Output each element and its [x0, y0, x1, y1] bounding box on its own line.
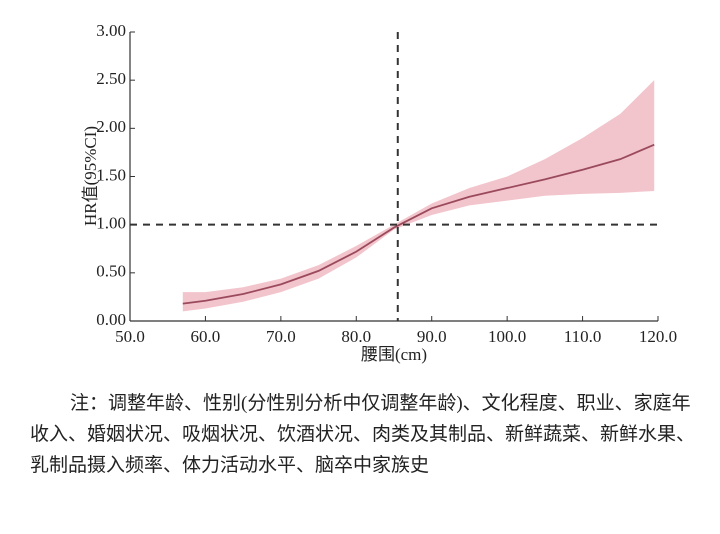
note: 注：调整年龄、性别(分性别分析中仅调整年龄)、文化程度、职业、家庭年收入、婚姻状…: [30, 393, 696, 476]
x-tick-label: 50.0: [115, 327, 145, 346]
y-tick-label: 0.00: [96, 310, 126, 329]
x-tick-label: 60.0: [191, 327, 221, 346]
x-tick-label: 110.0: [564, 327, 602, 346]
x-tick-label: 90.0: [417, 327, 447, 346]
y-tick-label: 1.00: [96, 214, 126, 233]
y-tick-label: 0.50: [96, 262, 126, 281]
y-axis-label: HR值(95%CI): [81, 126, 100, 226]
chart: 腰围(cm) HR值(95%CI) 0.00 0.50 1.00 1.50 2.00 2.…: [81, 21, 677, 364]
y-tick-label: 3.00: [96, 21, 126, 40]
y-tick-label: 2.50: [96, 69, 126, 88]
confidence-band: [182, 80, 655, 312]
x-tick-label: 100.0: [488, 327, 526, 346]
y-tick-label: 2.00: [96, 117, 126, 136]
x-tick-label: 120.0: [639, 327, 677, 346]
x-tick-label: 70.0: [266, 327, 296, 346]
x-axis-label: 腰围(cm): [361, 345, 427, 364]
hr-line: [182, 143, 655, 305]
y-tick-label: 1.50: [96, 165, 126, 184]
x-tick-label: 80.0: [341, 327, 371, 346]
